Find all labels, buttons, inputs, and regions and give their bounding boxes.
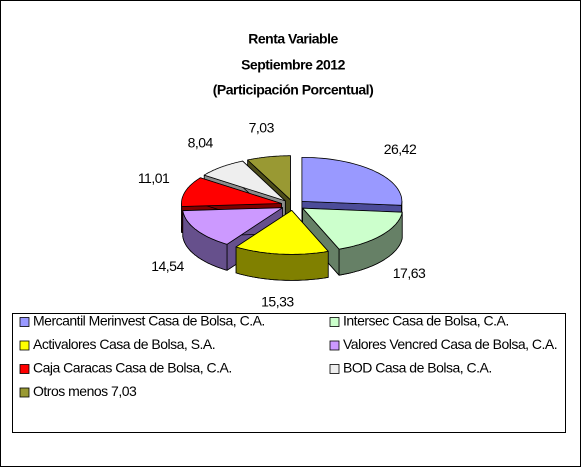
legend-swatch (19, 317, 30, 327)
chart-title: Renta Variable (248, 31, 338, 47)
slice-top (302, 207, 403, 250)
data-label: 8,04 (188, 134, 214, 150)
legend-swatch (19, 387, 30, 398)
slice (302, 207, 403, 276)
legend-swatch (329, 340, 340, 351)
legend-box (12, 313, 566, 433)
slice-top (247, 155, 291, 201)
slice (235, 210, 329, 281)
legend-label: Activalores Casa de Bolsa, S.A. (33, 336, 215, 352)
data-label: 11,01 (138, 170, 170, 186)
chart-subtitle: (Participación Porcentual) (213, 82, 373, 98)
chart-subtitle: Septiembre 2012 (241, 57, 345, 73)
legend-swatch (19, 364, 30, 374)
legend-label: Valores Vencred Casa de Bolsa, C.A. (343, 336, 557, 352)
data-label: 14,54 (151, 258, 184, 274)
data-label: 26,42 (384, 141, 417, 157)
slice-top (182, 207, 283, 245)
legend-label: Caja Caracas Casa de Bolsa, C.A. (33, 360, 232, 376)
legend-label: Intersec Casa de Bolsa, C.A. (343, 313, 509, 329)
slice-top (203, 160, 286, 202)
data-label: 7,03 (249, 119, 275, 135)
legend-swatch (329, 317, 340, 327)
legend-swatch (19, 340, 30, 351)
data-label: 17,63 (393, 265, 426, 281)
legend-label: BOD Casa de Bolsa, C.A. (343, 360, 492, 376)
data-label: 15,33 (261, 293, 294, 309)
legend-label: Otros menos 7,03 (33, 383, 137, 399)
slice-top (301, 157, 403, 206)
slice-top (235, 210, 329, 255)
slice-top (181, 177, 282, 207)
legend-label: Mercantil Merinvest Casa de Bolsa, C.A. (33, 313, 265, 329)
legend-swatch (329, 364, 340, 374)
